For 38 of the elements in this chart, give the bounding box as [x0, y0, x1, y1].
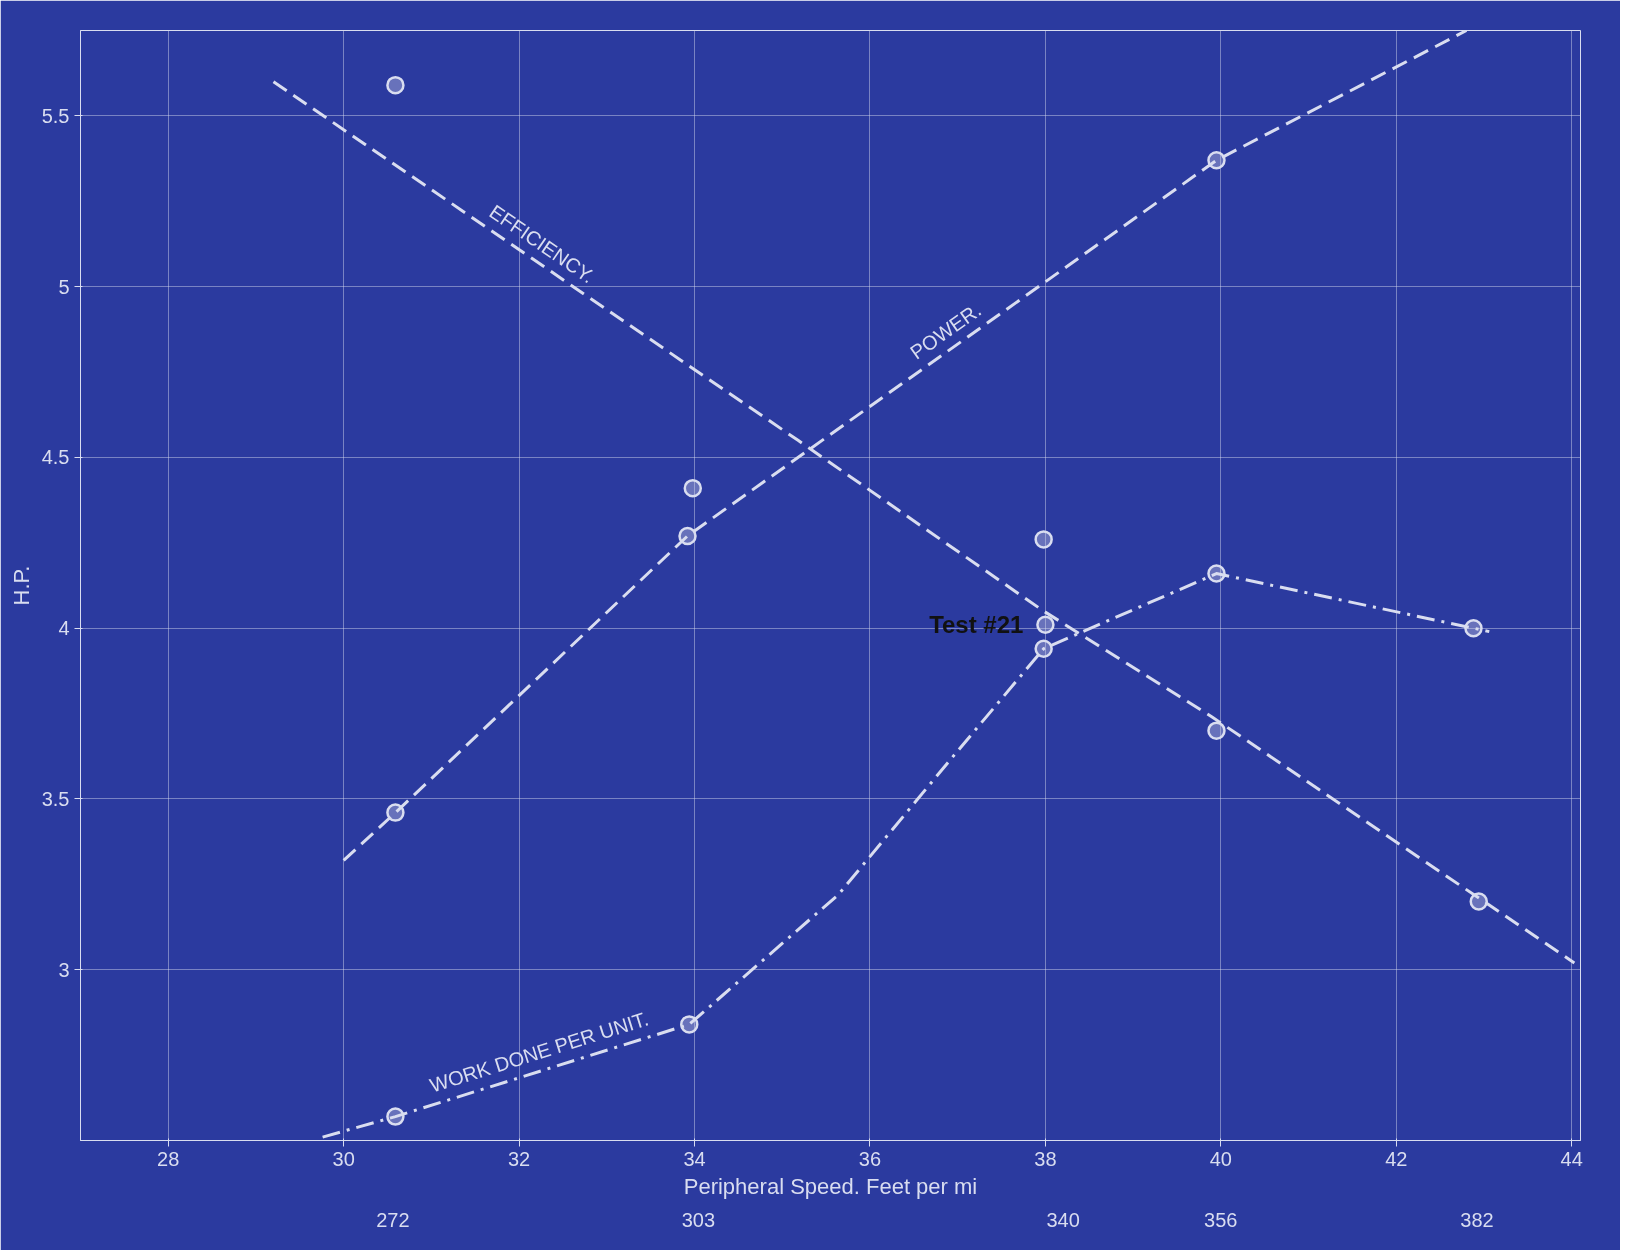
point: [386, 803, 405, 822]
x-tick-label: 40: [1209, 1147, 1232, 1170]
x-tick-label: 30: [332, 1147, 355, 1170]
x2-tick-label: 303: [681, 1208, 716, 1231]
x2-tick-label: 382: [1460, 1208, 1494, 1231]
x-tick-label: 28: [157, 1147, 180, 1170]
point: [680, 1015, 699, 1034]
y-axis-title: H.P.: [8, 565, 34, 606]
x-axis-title: Peripheral Speed. Feet per mi: [683, 1173, 978, 1199]
point: [1207, 564, 1226, 583]
y-tick-label: 3.5: [41, 787, 70, 810]
x2-tick-label: 340: [1046, 1208, 1080, 1231]
point: [386, 1107, 405, 1126]
point: [1464, 618, 1483, 638]
y-tick-label: 3: [58, 958, 70, 981]
point: [1036, 615, 1055, 635]
annotation: Test #21: [929, 611, 1024, 639]
x-tick-label: 34: [683, 1147, 706, 1170]
point: [1034, 530, 1053, 549]
x-tick-label: 36: [858, 1147, 882, 1170]
x-tick-label: 32: [507, 1147, 531, 1170]
point: [1207, 151, 1226, 170]
x2-tick-label: 356: [1204, 1208, 1238, 1231]
text: WORK DONE PER UNIT.: [427, 1007, 652, 1097]
x-tick-label: 38: [1034, 1147, 1057, 1170]
y-tick-label: 4: [58, 617, 70, 640]
x-tick-label: 42: [1385, 1147, 1408, 1170]
point: [1469, 892, 1488, 911]
y-tick-label: 5.5: [41, 104, 70, 127]
x2-tick-label: 272: [376, 1208, 410, 1231]
point: [683, 478, 703, 498]
point: [386, 75, 405, 95]
point: [1034, 639, 1053, 658]
point: [678, 526, 697, 546]
point: [1207, 721, 1226, 740]
x-tick-label: 44: [1560, 1147, 1583, 1170]
y-tick-label: 4.5: [41, 446, 70, 469]
y-tick-label: 5: [58, 275, 70, 298]
